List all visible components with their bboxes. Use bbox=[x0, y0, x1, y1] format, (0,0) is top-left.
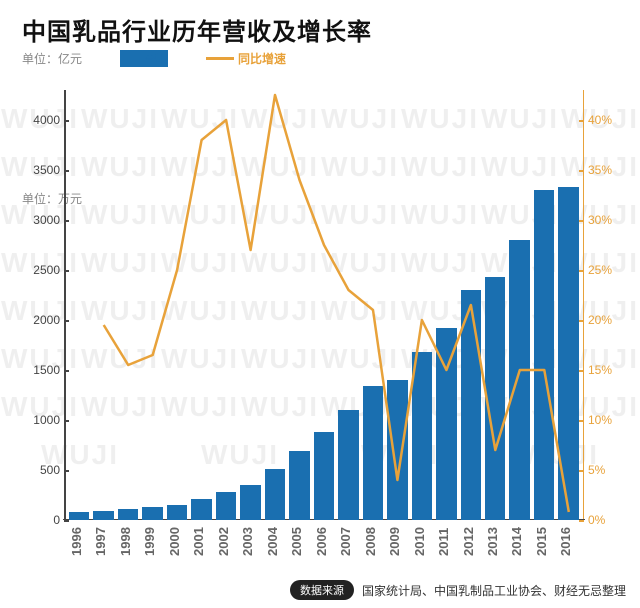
y-right-tick: 5% bbox=[588, 463, 638, 477]
x-year-label: 2007 bbox=[338, 524, 358, 560]
y-right-tick: 10% bbox=[588, 413, 638, 427]
x-year-label: 1997 bbox=[93, 524, 113, 560]
y-left-tick: 3000 bbox=[10, 213, 60, 227]
x-year-label: 2002 bbox=[216, 524, 236, 560]
footer: 数据来源 国家统计局、中国乳制品工业协会、财经无忌整理 bbox=[290, 580, 626, 600]
y-right-tick: 15% bbox=[588, 363, 638, 377]
x-year-label: 2013 bbox=[485, 524, 505, 560]
x-year-label: 2016 bbox=[558, 524, 578, 560]
bar-swatch-icon bbox=[120, 53, 140, 65]
growth-line-path bbox=[104, 95, 569, 512]
unit-left-top: 单位：亿元 bbox=[22, 50, 82, 67]
y-right-tick: 0% bbox=[588, 513, 638, 527]
y-left-tick: 3500 bbox=[10, 163, 60, 177]
x-year-label: 1999 bbox=[142, 524, 162, 560]
plot-area: 050010001500200025003000350040000%5%10%1… bbox=[64, 90, 584, 520]
chart-title: 中国乳品行业历年营收及增长率 bbox=[22, 12, 372, 47]
y-left-tick: 2500 bbox=[10, 263, 60, 277]
chart-area: 050010001500200025003000350040000%5%10%1… bbox=[64, 90, 584, 520]
y-left-tick: 0 bbox=[10, 513, 60, 527]
x-year-label: 2004 bbox=[265, 524, 285, 560]
y-right-tick: 20% bbox=[588, 313, 638, 327]
line-swatch-icon bbox=[206, 57, 234, 60]
x-year-label: 2003 bbox=[240, 524, 260, 560]
y-right-tick: 30% bbox=[588, 213, 638, 227]
growth-line-svg bbox=[64, 90, 584, 520]
x-year-label: 2009 bbox=[387, 524, 407, 560]
legend-item-growth: 同比增速 bbox=[206, 50, 286, 67]
x-year-label: 2000 bbox=[167, 524, 187, 560]
source-text: 国家统计局、中国乳制品工业协会、财经无忌整理 bbox=[362, 582, 626, 599]
legend-item-revenue: 营收 bbox=[120, 50, 168, 67]
source-badge: 数据来源 bbox=[290, 580, 354, 600]
x-year-label: 2011 bbox=[436, 524, 456, 560]
x-year-label: 1996 bbox=[69, 524, 89, 560]
y-right-tick: 25% bbox=[588, 263, 638, 277]
x-year-label: 1998 bbox=[118, 524, 138, 560]
y-right-tick: 40% bbox=[588, 113, 638, 127]
legend-row: 单位：亿元 营收 同比增速 bbox=[22, 50, 286, 67]
legend-line-label: 同比增速 bbox=[238, 50, 286, 67]
x-year-label: 2015 bbox=[534, 524, 554, 560]
x-year-label: 2008 bbox=[363, 524, 383, 560]
legend-bar-label: 营收 bbox=[144, 50, 168, 67]
y-left-tick: 500 bbox=[10, 463, 60, 477]
x-year-label: 2014 bbox=[509, 524, 529, 560]
x-labels-container: 1996199719981999200020012002200320042005… bbox=[69, 524, 579, 560]
x-year-label: 2010 bbox=[412, 524, 432, 560]
y-left-tick: 1500 bbox=[10, 363, 60, 377]
y-right-tick: 35% bbox=[588, 163, 638, 177]
x-year-label: 2001 bbox=[191, 524, 211, 560]
x-year-label: 2006 bbox=[314, 524, 334, 560]
y-left-tick: 1000 bbox=[10, 413, 60, 427]
y-left-tick: 4000 bbox=[10, 113, 60, 127]
x-year-label: 2012 bbox=[461, 524, 481, 560]
page-root: WUJIWUJIWUJIWUJIWUJIWUJIWUJIWUJIWUJIWUJI… bbox=[0, 0, 640, 608]
y-left-tick: 2000 bbox=[10, 313, 60, 327]
x-year-label: 2005 bbox=[289, 524, 309, 560]
